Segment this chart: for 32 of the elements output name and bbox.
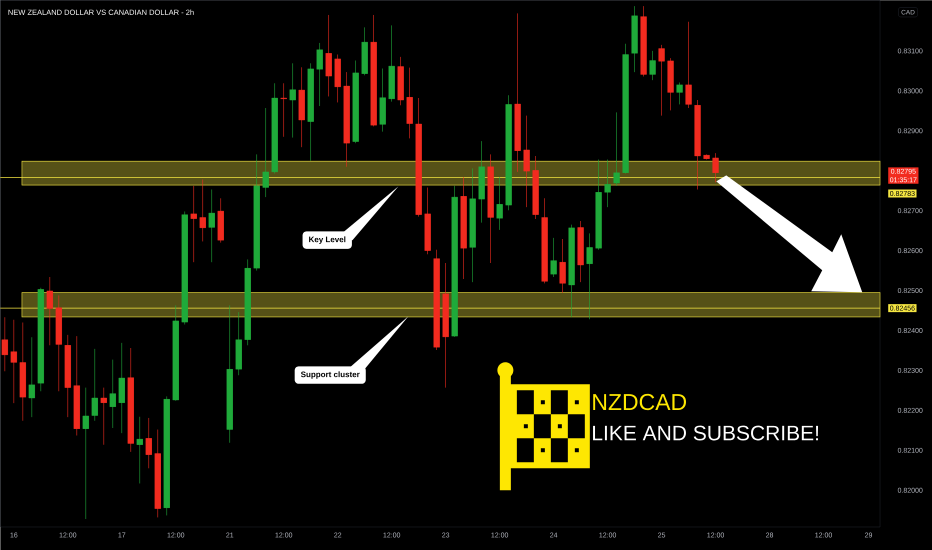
candlestick: [586, 233, 593, 320]
candlestick: [46, 276, 53, 346]
candlestick: [316, 42, 323, 106]
candlestick: [262, 108, 269, 198]
annotation: LIKE AND SUBSCRIBE!: [593, 426, 818, 440]
candlestick: [200, 179, 206, 242]
candlestick: [136, 416, 143, 484]
candlestick: [685, 21, 692, 108]
candlestick: [658, 44, 665, 116]
candlestick: [28, 336, 36, 418]
candlestick: [326, 14, 332, 97]
candlestick: [676, 82, 683, 105]
candlestick: [613, 112, 620, 186]
candlestick: [82, 387, 89, 520]
candlestick: [496, 176, 503, 230]
candlestick: [92, 348, 98, 422]
candlestick: [559, 238, 566, 294]
annotation: NZDCAD: [593, 394, 686, 410]
candlestick: [649, 50, 656, 80]
candlestick: [712, 152, 719, 183]
candlestick: [290, 62, 296, 138]
candlestick: [208, 189, 215, 262]
candlestick: [2, 317, 8, 372]
candlestick: [100, 387, 107, 446]
candlestick: [190, 186, 197, 262]
candlestick: [10, 319, 18, 404]
candlestick: [280, 82, 287, 138]
candlestick: [550, 238, 557, 278]
candlestick: [523, 115, 530, 208]
candlestick: [110, 359, 116, 428]
candlestick: [146, 418, 152, 469]
candlestick: [604, 159, 611, 208]
